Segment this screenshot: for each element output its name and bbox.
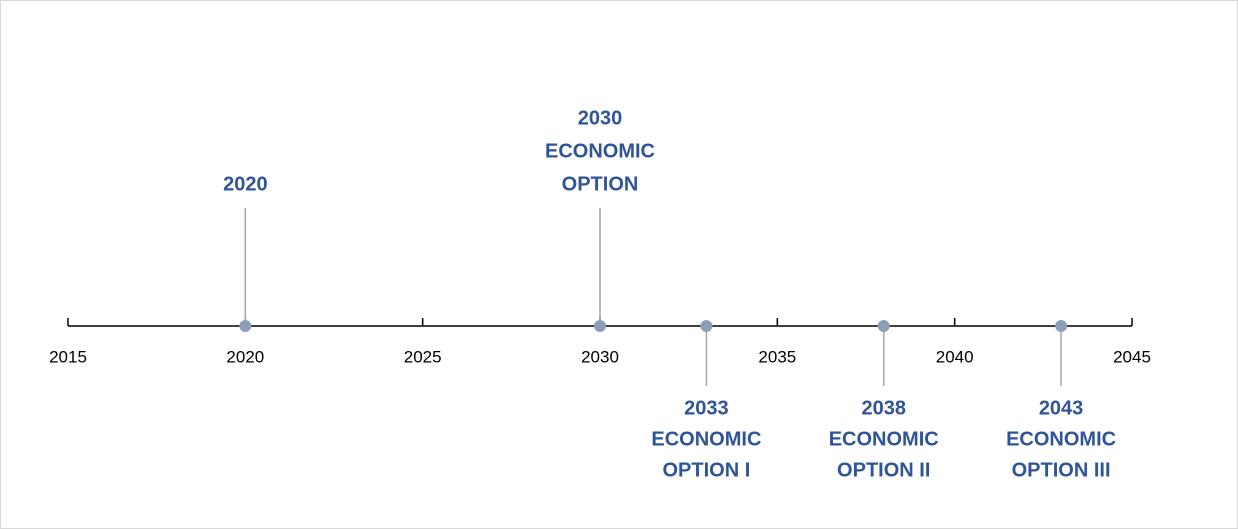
event-label: ECONOMIC (545, 140, 655, 162)
event-label: OPTION (562, 173, 639, 195)
event-label: ECONOMIC (1006, 428, 1116, 450)
event-marker (877, 320, 890, 332)
x-tick-label: 2045 (1113, 347, 1151, 366)
x-tick-label: 2025 (404, 347, 442, 366)
x-tick-label: 2015 (49, 347, 87, 366)
event-label: 2043 (1039, 397, 1084, 419)
event-marker (700, 320, 713, 332)
x-tick-label: 2020 (226, 347, 264, 366)
event-marker (239, 320, 252, 332)
event-label: 2038 (861, 397, 906, 419)
event-label: ECONOMIC (829, 428, 939, 450)
event-label: 2020 (223, 173, 268, 195)
event-label: 2033 (684, 397, 729, 419)
event-marker (594, 320, 606, 332)
event-label: OPTION I (663, 459, 751, 481)
event-label: 2030 (578, 107, 623, 129)
event-label: OPTION II (837, 459, 930, 481)
event-label: OPTION III (1012, 459, 1111, 481)
x-tick-label: 2040 (936, 347, 974, 366)
event-marker (1055, 320, 1068, 332)
event-label: ECONOMIC (651, 428, 761, 450)
x-tick-label: 2035 (758, 347, 796, 366)
x-tick-label: 2030 (581, 347, 619, 366)
